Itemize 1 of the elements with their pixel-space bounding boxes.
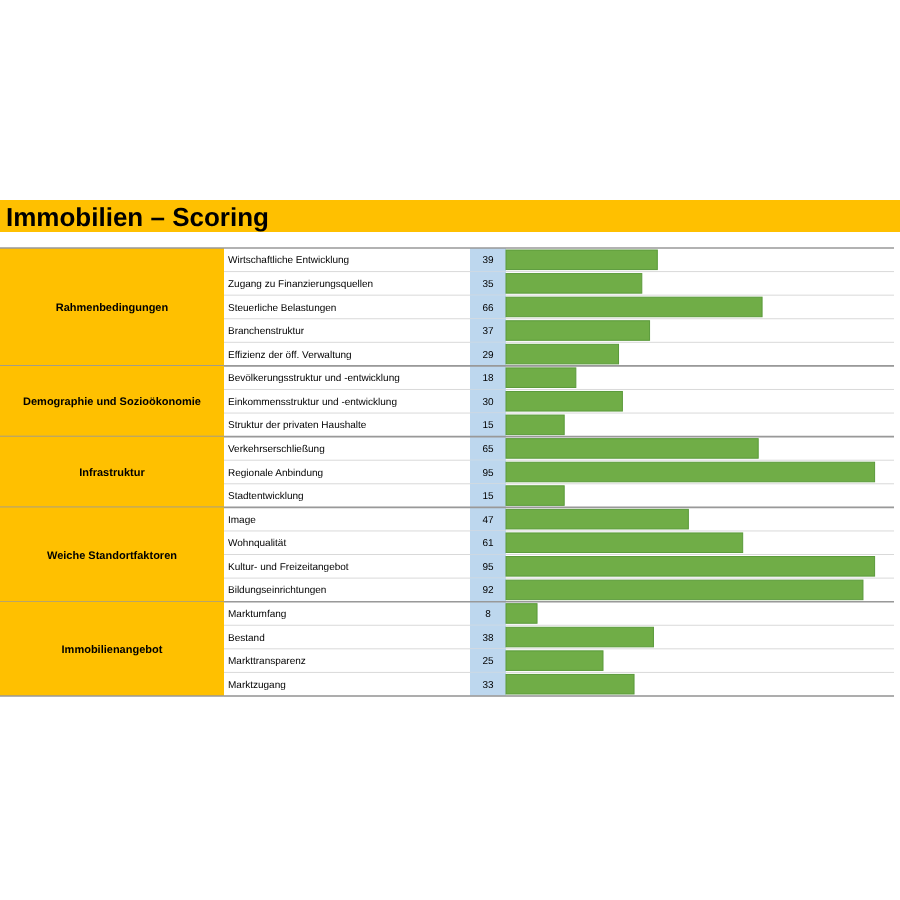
text: Immobilien – Scoring [6, 202, 270, 232]
